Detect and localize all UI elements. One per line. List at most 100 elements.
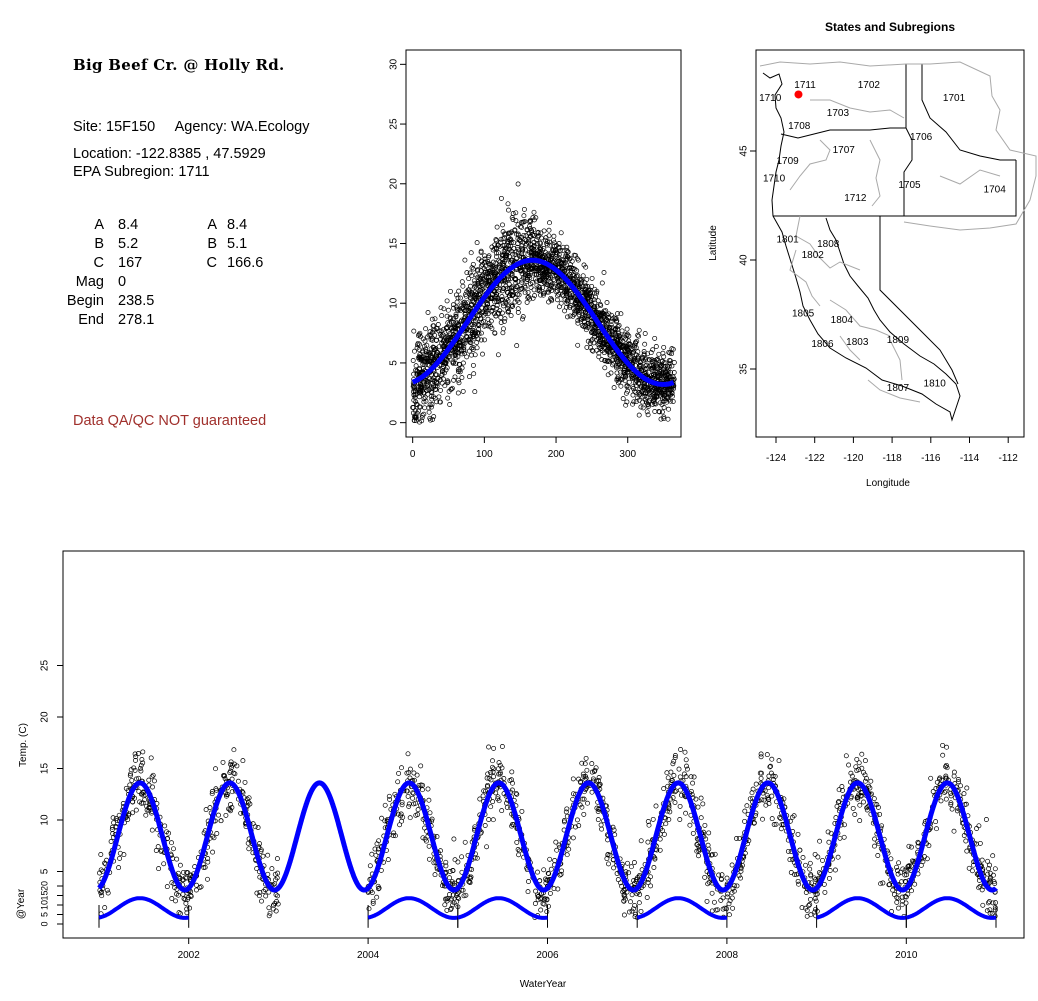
subregion-label: 1802 [802, 250, 825, 261]
doy-point [499, 294, 505, 300]
doy-point [412, 395, 418, 400]
ts-point [415, 807, 421, 813]
ts-point [544, 909, 550, 915]
doy-point [429, 396, 435, 402]
doy-point [575, 320, 581, 326]
ts-point [687, 822, 693, 828]
ts-point [490, 817, 496, 823]
ts-point [807, 902, 813, 907]
doy-point [530, 295, 536, 301]
doy-point [615, 380, 621, 386]
doy-point [634, 338, 640, 344]
doy-point [667, 358, 673, 364]
subregion-label: 1711 [794, 80, 816, 91]
ts-point [526, 879, 531, 884]
doy-point [475, 321, 481, 327]
doy-point [558, 300, 564, 306]
ts-point [861, 799, 866, 805]
ts-point [924, 856, 930, 862]
doy-point [661, 405, 667, 410]
ts-point [815, 854, 821, 860]
subregion-label: 1706 [910, 132, 933, 143]
doy-point [644, 362, 650, 368]
doy-point [469, 352, 474, 358]
doy-point [560, 284, 566, 290]
doy-point [596, 354, 602, 360]
doy-point [495, 352, 501, 358]
ts-point [266, 905, 272, 911]
doy-point [643, 365, 649, 371]
ts-point [906, 843, 912, 849]
doy-point [597, 333, 603, 339]
ts-point [548, 866, 554, 872]
doy-point [472, 389, 478, 395]
doy-point [471, 332, 477, 337]
ts-point [738, 868, 744, 874]
ts-point [872, 836, 878, 842]
doy-point [414, 345, 420, 351]
doy-point [666, 406, 672, 412]
ts-point [961, 791, 967, 797]
doy-point [471, 321, 477, 327]
doy-point [423, 326, 429, 332]
doy-point [435, 322, 441, 327]
ts-point [480, 793, 486, 799]
ts-point [920, 859, 926, 865]
ts-point [894, 899, 900, 905]
doy-point [587, 291, 592, 297]
doy-point [589, 347, 595, 353]
doy-point [622, 373, 628, 379]
doy-point [626, 341, 632, 347]
subregion-label: 1803 [846, 337, 869, 348]
ts-point [706, 830, 712, 836]
ts-point [812, 851, 818, 857]
doy-point [610, 357, 616, 363]
doy-point [616, 361, 622, 367]
doy-point [455, 367, 461, 373]
doy-point [411, 371, 417, 377]
doy-point [445, 380, 450, 386]
year-ytick-label: 20 [39, 881, 49, 891]
ts-point [949, 806, 955, 812]
doy-point [426, 387, 432, 393]
doy-point [650, 398, 656, 403]
doy-point [531, 232, 537, 238]
doy-point [591, 340, 597, 346]
doy-point [494, 303, 500, 308]
doy-point [670, 399, 676, 404]
ts-point [259, 898, 264, 904]
ts-point [108, 839, 114, 844]
map-xtick-label: -124 [766, 453, 786, 464]
doy-point [465, 287, 471, 293]
doy-point [510, 251, 516, 257]
ts-point [207, 805, 213, 811]
doy-point [594, 309, 600, 315]
doy-point [621, 334, 627, 340]
doy-point [645, 412, 651, 418]
doy-point [462, 257, 468, 263]
ts-point [447, 869, 453, 874]
ts-point [140, 749, 146, 755]
doy-point [478, 263, 484, 269]
doy-point [471, 371, 477, 377]
doy-point [579, 283, 585, 289]
ts-point [808, 912, 814, 918]
map-ytick-label: 40 [739, 254, 750, 266]
ts-point [218, 818, 224, 824]
ts-point [525, 889, 531, 895]
doy-point [514, 343, 520, 349]
subregion-label: 1810 [924, 378, 947, 389]
doy-point [565, 249, 571, 255]
doy-point [637, 364, 643, 370]
ts-point [940, 742, 946, 748]
ts-point [252, 824, 258, 830]
ts-point [638, 908, 644, 914]
subregion-label: 1807 [887, 383, 910, 394]
ts-point [538, 907, 544, 913]
doy-point [524, 299, 530, 305]
doy-point [549, 296, 555, 302]
doy-point [448, 319, 454, 325]
doy-point [439, 313, 445, 319]
doy-point [482, 259, 487, 265]
doy-point [528, 284, 534, 290]
